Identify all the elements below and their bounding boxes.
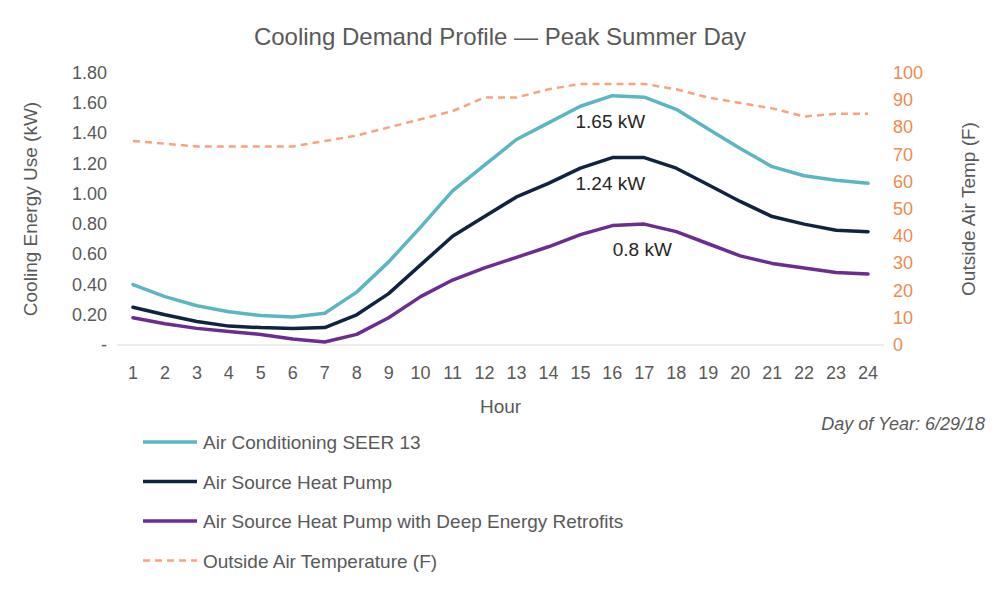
y-tick-label: 0.80 [72, 214, 107, 234]
y2-tick-label: 70 [893, 145, 913, 165]
legend-label: Outside Air Temperature (F) [203, 551, 437, 572]
y-tick-label: - [101, 335, 107, 355]
y-tick-label: 0.20 [72, 305, 107, 325]
x-tick-label: 20 [730, 363, 750, 383]
legend: Air Conditioning SEER 13 Air Source Heat … [143, 432, 623, 572]
x-tick-label: 24 [858, 363, 878, 383]
y2-tick-label: 30 [893, 253, 913, 273]
legend-swatch [143, 440, 197, 444]
note: Day of Year: 6/29/18 [821, 414, 985, 434]
legend-label: Air Source Heat Pump with Deep Energy Re… [203, 511, 623, 532]
y-tick-label: 1.60 [72, 93, 107, 113]
x-tick-label: 23 [826, 363, 846, 383]
y-tick-label: 1.80 [72, 63, 107, 83]
y2-tick-label: 10 [893, 308, 913, 328]
x-tick-label: 4 [224, 363, 234, 383]
x-tick-label: 11 [443, 363, 462, 383]
x-tick-label: 6 [288, 363, 298, 383]
y2-tick-label: 0 [893, 335, 903, 355]
x-tick-label: 3 [192, 363, 202, 383]
y-tick-label: 1.40 [72, 123, 107, 143]
annotation: 0.8 kW [613, 239, 672, 260]
x-tick-label: 12 [475, 363, 495, 383]
x-tick-label: 16 [602, 363, 622, 383]
annotation: 1.65 kW [576, 111, 646, 132]
x-axis-line [117, 345, 884, 346]
y2-tick-label: 50 [893, 199, 913, 219]
y2-tick-label: 90 [893, 90, 913, 110]
series-line [133, 224, 868, 342]
chart: Cooling Demand Profile — Peak Summer Day… [0, 0, 1000, 613]
x-tick-label: 5 [256, 363, 266, 383]
y-tick-label: 1.00 [72, 184, 107, 204]
legend-label: Air Source Heat Pump [203, 472, 392, 493]
x-tick-label: 21 [762, 363, 782, 383]
y2-tick-label: 100 [893, 63, 923, 83]
y-tick-label: 0.40 [72, 275, 107, 295]
legend-label: Air Conditioning SEER 13 [203, 432, 421, 453]
x-tick-label: 14 [538, 363, 558, 383]
legend-swatch [143, 519, 197, 523]
x-axis-title: Hour [480, 396, 522, 417]
y-tick-label: 1.20 [72, 154, 107, 174]
y2-tick-label: 40 [893, 226, 913, 246]
y-axis-title: Cooling Energy Use (kW) [20, 102, 41, 316]
series-group [133, 84, 868, 342]
x-tick-label: 18 [666, 363, 686, 383]
series-line [133, 84, 868, 147]
x-tick-label: 1 [128, 363, 138, 383]
x-tick-label: 8 [352, 363, 362, 383]
y2-tick-label: 60 [893, 172, 913, 192]
x-tick-label: 10 [411, 363, 431, 383]
x-tick-label: 7 [320, 363, 330, 383]
title: Cooling Demand Profile — Peak Summer Day [254, 23, 746, 50]
x-tick-label: 15 [570, 363, 590, 383]
x-tick-label: 9 [384, 363, 394, 383]
x-tick-label: 17 [634, 363, 654, 383]
x-tick-label: 2 [160, 363, 170, 383]
y2-axis-title: Outside Air Temp (F) [958, 122, 979, 296]
legend-swatch [143, 480, 197, 484]
x-tick-label: 19 [698, 363, 718, 383]
y2-tick-label: 80 [893, 117, 913, 137]
y2-tick-label: 20 [893, 281, 913, 301]
legend-swatch [143, 559, 197, 562]
y-tick-label: 0.60 [72, 244, 107, 264]
annotation: 1.24 kW [576, 173, 646, 194]
series-line [133, 158, 868, 329]
page: {"chart_data": { "type": "line", "title"… [0, 0, 1000, 613]
x-tick-label: 13 [506, 363, 526, 383]
x-tick-label: 22 [794, 363, 814, 383]
